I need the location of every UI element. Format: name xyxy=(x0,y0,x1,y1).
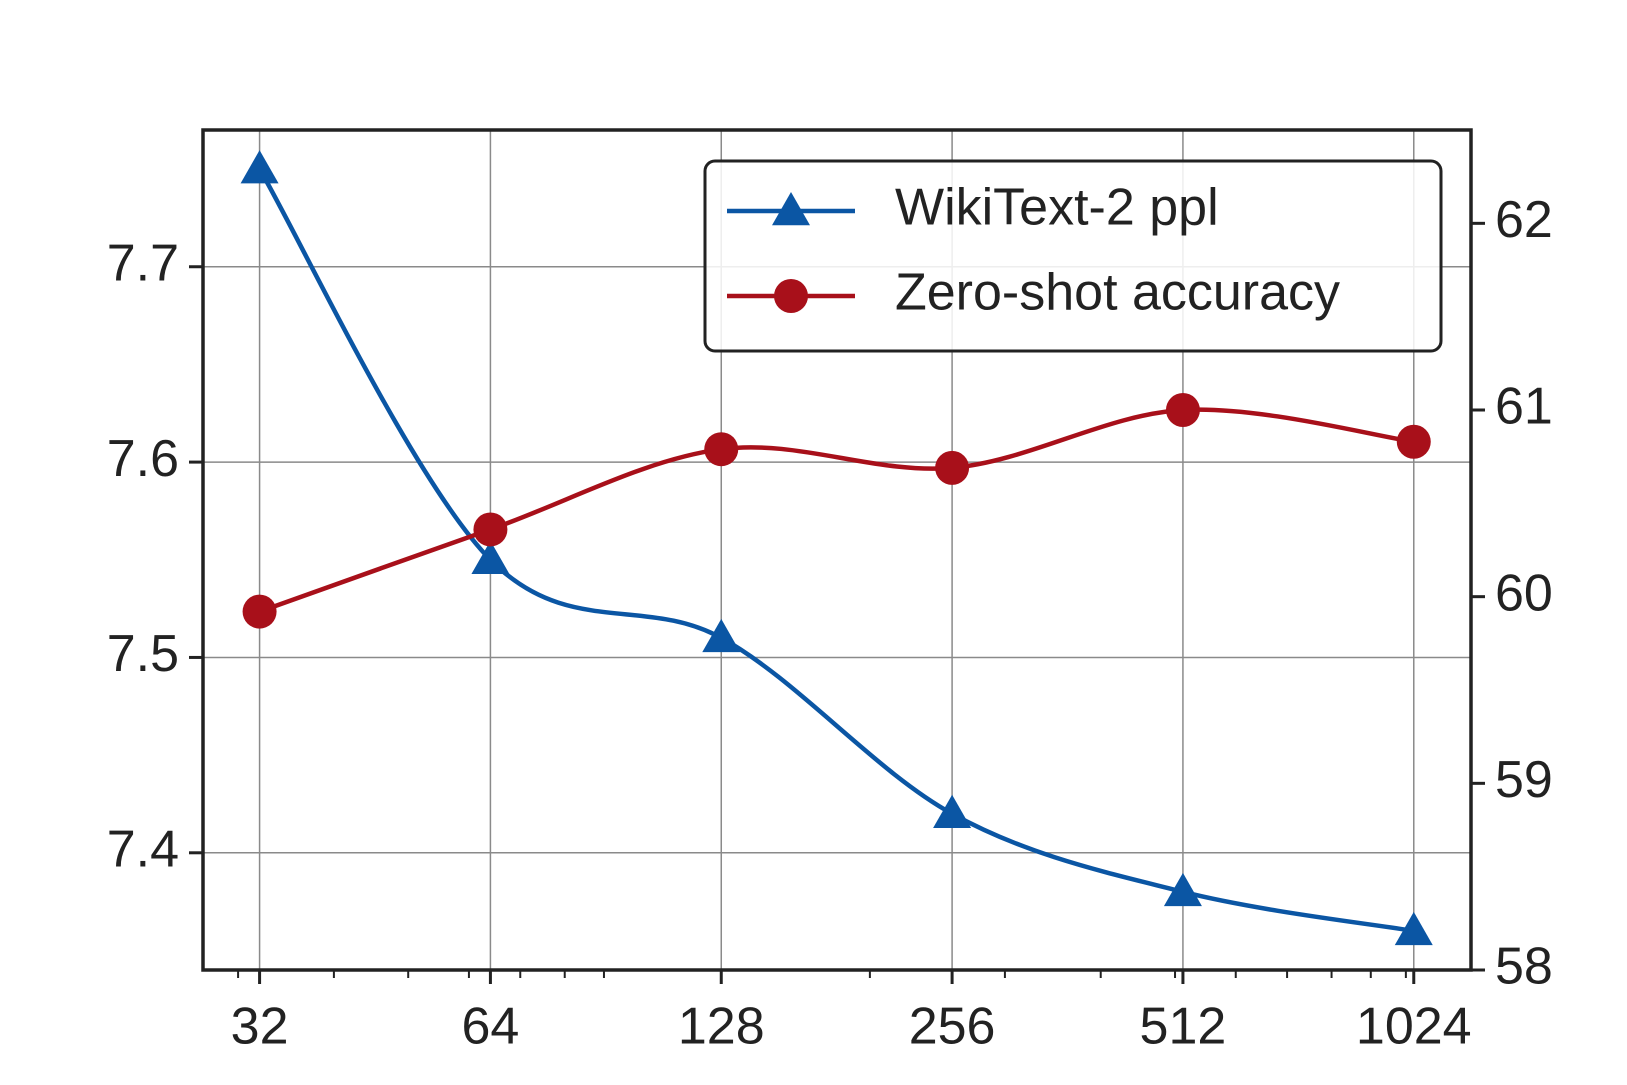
y2-tick-label: 62 xyxy=(1495,191,1553,249)
x-tick-label: 256 xyxy=(909,998,996,1056)
y-tick-label: 7.5 xyxy=(107,625,179,683)
data-point xyxy=(1396,424,1431,459)
data-point xyxy=(702,618,741,653)
series-line xyxy=(258,407,1415,614)
data-point xyxy=(242,594,277,629)
legend-marker xyxy=(772,192,810,226)
y2-tick-label: 61 xyxy=(1495,378,1553,436)
data-point xyxy=(240,150,279,184)
data-point xyxy=(1165,393,1200,427)
x-tick-label: 512 xyxy=(1140,998,1227,1056)
x-tick-label: 128 xyxy=(678,998,765,1056)
data-point xyxy=(473,512,508,547)
y-tick-label: 7.7 xyxy=(107,234,179,292)
legend-label: Zero-shot accuracy xyxy=(895,264,1340,322)
y2-tick-label: 59 xyxy=(1495,751,1553,809)
x-tick-label: 1024 xyxy=(1356,998,1472,1056)
data-point xyxy=(1163,872,1202,907)
y2-tick-label: 58 xyxy=(1495,938,1553,996)
y-tick-label: 7.4 xyxy=(107,821,179,879)
data-point xyxy=(704,432,739,467)
data-point xyxy=(935,450,970,485)
data-point xyxy=(1394,911,1433,946)
legend-label: WikiText-2 ppl xyxy=(895,179,1219,237)
x-tick-label: 64 xyxy=(461,998,519,1056)
data-point xyxy=(471,540,510,575)
legend: WikiText-2 ppl Zero-shot accuracy xyxy=(703,159,1443,353)
y-tick-label: 7.6 xyxy=(107,430,179,488)
plot-frame xyxy=(201,128,1473,972)
data-point xyxy=(933,794,972,828)
x-tick-label: 32 xyxy=(231,998,289,1056)
legend-marker xyxy=(774,279,808,313)
y2-tick-label: 60 xyxy=(1495,564,1553,622)
legend-box xyxy=(703,159,1443,353)
